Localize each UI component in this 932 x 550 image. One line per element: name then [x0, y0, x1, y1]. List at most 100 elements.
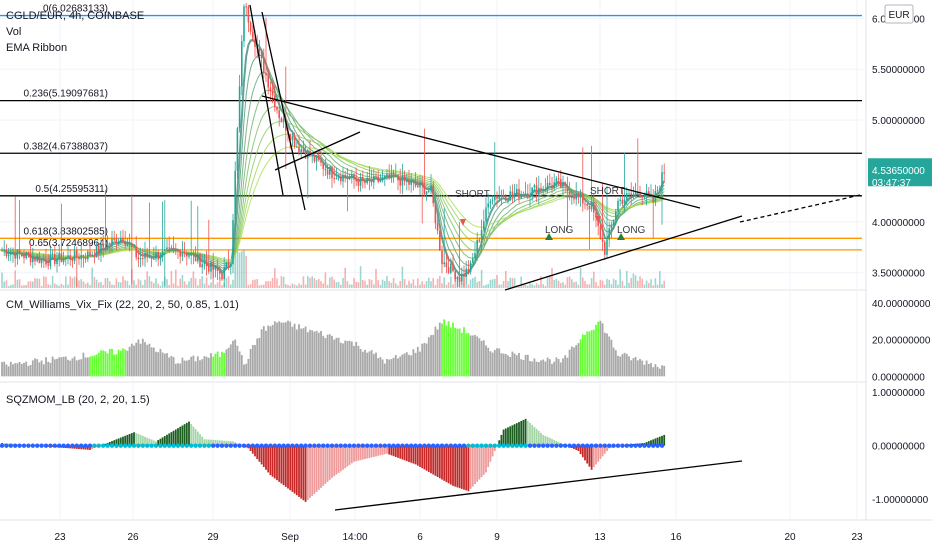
momentum-bar — [12, 443, 14, 446]
vix-bar — [502, 353, 505, 377]
vix-bar — [359, 348, 362, 377]
trendlines[interactable] — [249, 4, 861, 511]
squeeze-dot — [633, 443, 638, 448]
vix-bar — [313, 331, 316, 377]
momentum-bar — [276, 445, 278, 481]
vix-pane-title[interactable]: CM_Williams_Vix_Fix (22, 20, 2, 50, 0.85… — [6, 299, 239, 311]
squeeze-dot — [395, 443, 401, 448]
vix-bar — [548, 359, 551, 377]
currency-badge[interactable] — [884, 4, 914, 24]
vix-bar — [652, 367, 655, 377]
volume-bar — [98, 282, 100, 288]
volume-bar — [307, 276, 309, 288]
volume-bar — [21, 285, 23, 288]
vix-bar — [414, 352, 417, 377]
volume-bar — [32, 281, 34, 288]
momentum-bar — [122, 436, 124, 446]
candle-body — [304, 151, 307, 159]
vix-bar — [452, 322, 454, 377]
volume-bar — [324, 272, 327, 288]
momentum-bar — [368, 445, 371, 458]
momentum-bar — [254, 445, 256, 457]
vix-bar — [62, 356, 65, 377]
fib-retracement[interactable]: 0(6.02683133) 0.236(5.19097681) 0.382(4.67… — [0, 4, 862, 251]
candle-body — [610, 224, 613, 229]
vix-bar — [416, 346, 419, 377]
volume-bar — [419, 284, 421, 288]
momentum-bar — [25, 444, 28, 446]
volume-bar — [652, 285, 654, 288]
momentum-bar — [414, 445, 417, 465]
vix-bar — [445, 325, 448, 377]
momentum-bar — [317, 445, 320, 490]
candle-body — [331, 166, 333, 179]
momentum-bar — [427, 445, 430, 472]
momentum-bar — [410, 445, 413, 463]
vix-bar — [529, 361, 531, 377]
volume-bar — [320, 281, 322, 288]
candle-body — [16, 249, 19, 259]
volume-bar — [221, 284, 223, 288]
momentum-bar — [482, 445, 485, 475]
squeeze-dot — [356, 443, 361, 448]
candle-body — [139, 258, 142, 260]
volume-bar — [285, 284, 287, 288]
vix-bar — [562, 358, 564, 377]
momentum-bar — [652, 439, 655, 446]
momentum-bar — [452, 445, 454, 486]
long-arrow — [545, 233, 553, 240]
momentum-bar — [379, 445, 382, 456]
vix-bar — [551, 363, 553, 377]
volume-bar — [439, 276, 441, 288]
volume-bar — [593, 271, 595, 288]
volume-bar — [56, 284, 58, 288]
volume-bar — [373, 284, 375, 288]
candle-body — [566, 185, 569, 192]
volume-bar — [111, 284, 113, 288]
candle-body — [586, 203, 588, 206]
volume-bar — [434, 285, 437, 288]
volume-bar — [511, 278, 514, 288]
candle-body — [36, 256, 38, 262]
candlesticks[interactable] — [1, 3, 665, 287]
squeeze-dot — [536, 443, 541, 448]
squeeze-dot — [26, 443, 31, 448]
volume-bar — [161, 281, 164, 288]
candle-body — [443, 262, 445, 265]
time-tick-label: 20 — [784, 532, 796, 543]
symbol-title[interactable]: CGLD/EUR, 4h, COINBASE — [6, 10, 144, 22]
volume-bar — [397, 285, 399, 288]
volume-bar — [73, 276, 76, 288]
vix-bar — [163, 353, 166, 377]
vix-bar — [258, 337, 261, 377]
volume-bar — [199, 279, 201, 288]
momentum-bar — [584, 445, 586, 461]
vix-bar — [152, 347, 155, 377]
momentum-tick-label: 1.00000000 — [872, 388, 925, 399]
volume-bar — [254, 279, 256, 288]
momentum-bar — [570, 445, 573, 448]
momentum-bar — [511, 425, 514, 446]
vix-bar — [234, 339, 237, 377]
squeeze-dot — [30, 443, 35, 448]
vix-bar — [82, 352, 85, 377]
volume-bar — [205, 277, 208, 288]
candle-body — [386, 174, 388, 177]
vix-bar — [346, 340, 349, 377]
momentum-bar — [636, 443, 639, 446]
ema-ribbon-legend[interactable]: EMA Ribbon — [6, 42, 67, 54]
vix-bar — [370, 350, 373, 377]
squeeze-dot — [285, 443, 291, 448]
volume-legend[interactable]: Vol — [6, 26, 21, 38]
candle-body — [260, 51, 263, 58]
momentum-bar — [304, 445, 307, 502]
squeeze-dot — [470, 443, 475, 448]
candle-body — [615, 211, 617, 220]
candle-body — [630, 193, 632, 196]
volume-bar — [329, 277, 331, 288]
momentum-bar — [295, 445, 298, 496]
candle-body — [291, 136, 294, 141]
momentum-pane-title[interactable]: SQZMOM_LB (20, 2, 20, 1.5) — [6, 394, 150, 406]
volume-bar — [115, 278, 118, 288]
